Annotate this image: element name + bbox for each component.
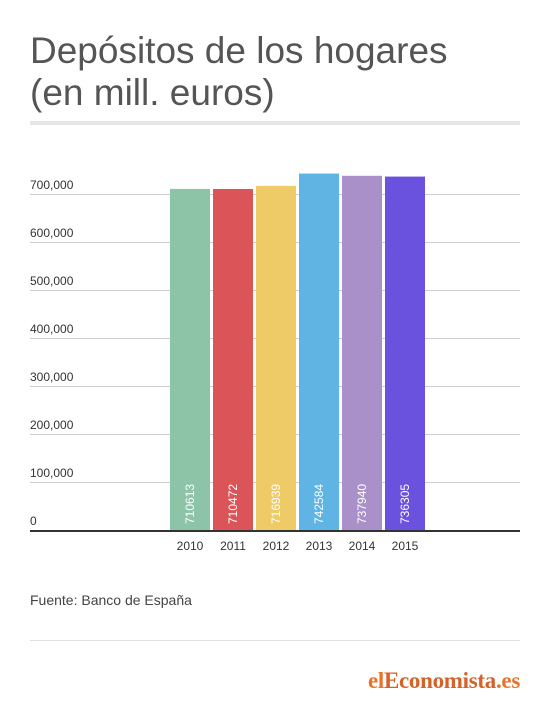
data-label: 736305: [398, 484, 412, 524]
bar: [170, 188, 210, 530]
data-label: 710472: [226, 484, 240, 524]
y-tick-label: 200,000: [30, 418, 74, 432]
footer-divider: [30, 640, 520, 641]
y-tick-label: 600,000: [30, 226, 74, 240]
logo-brand: Economista: [383, 668, 496, 693]
bar: [342, 175, 382, 530]
chart-title-line-1: Depósitos de los hogares: [30, 30, 448, 71]
chart-title-line-2: (en mill. euros): [30, 72, 275, 113]
logo-suffix: .es: [495, 668, 520, 693]
source-note: Fuente: Banco de España: [30, 592, 192, 608]
x-tick-label: 2015: [392, 539, 419, 553]
x-tick-label: 2014: [349, 539, 376, 553]
x-tick-label: 2010: [177, 539, 204, 553]
x-tick-label: 2012: [263, 539, 290, 553]
bar: [385, 176, 425, 530]
data-label: 742584: [312, 484, 326, 524]
bar: [213, 188, 253, 530]
y-tick-label: 500,000: [30, 274, 74, 288]
logo-prefix: el: [367, 668, 384, 693]
title-divider: [30, 121, 520, 125]
bar: [299, 173, 339, 530]
data-label: 737940: [355, 484, 369, 524]
y-tick-label: 0: [30, 514, 37, 528]
chart-title: Depósitos de los hogares (en mill. euros…: [30, 30, 520, 114]
bar: [256, 185, 296, 531]
eleconomista-logo: elEconomista.es: [368, 668, 520, 694]
bar-chart: 0 100,000 200,000 300,000 400,000 500,000 600,…: [30, 173, 520, 553]
x-tick-label: 2011: [220, 539, 246, 553]
data-label: 716939: [269, 484, 283, 524]
x-tick-label: 2013: [306, 539, 333, 553]
y-tick-label: 400,000: [30, 322, 74, 336]
y-tick-label: 300,000: [30, 370, 74, 384]
data-label: 710613: [183, 484, 197, 524]
y-tick-label: 100,000: [30, 466, 74, 480]
y-tick-label: 700,000: [30, 178, 74, 192]
